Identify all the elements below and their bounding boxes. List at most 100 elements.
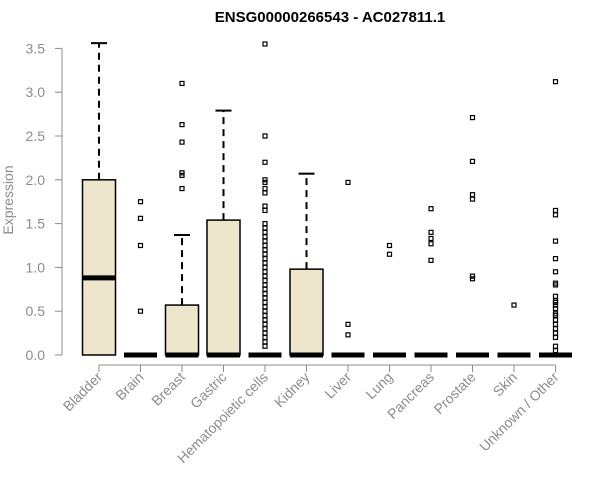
box-body — [289, 268, 324, 356]
box-6 — [331, 179, 365, 358]
outlier-point — [552, 348, 559, 354]
outlier-point — [137, 308, 144, 314]
chart-title: ENSG00000266543 - AC027811.1 — [215, 9, 445, 26]
x-tick-label: Skin — [490, 369, 521, 400]
outlier-point — [262, 304, 268, 310]
box-4 — [248, 41, 282, 358]
outlier-point — [469, 196, 476, 202]
outlier-point — [552, 269, 559, 275]
box-7 — [373, 242, 406, 358]
outlier-point — [262, 251, 268, 257]
box-body — [81, 179, 117, 356]
box-5 — [289, 172, 324, 358]
x-tick-label: Brain — [112, 369, 146, 403]
box-0 — [81, 42, 117, 356]
outlier-point — [428, 206, 434, 212]
outlier-point — [262, 269, 268, 275]
outlier-point — [179, 80, 185, 87]
outlier-point — [262, 41, 268, 47]
outlier-point — [552, 293, 559, 299]
outlier-point — [262, 343, 268, 349]
outlier-point — [262, 225, 268, 231]
outlier-point — [428, 241, 434, 247]
outlier-point — [179, 139, 185, 145]
outlier-point — [262, 321, 268, 327]
outlier-point — [469, 158, 476, 165]
outlier-point — [386, 251, 393, 257]
y-tick-label: 0.5 — [26, 303, 46, 319]
outlier-point — [469, 192, 476, 198]
y-tick-label: 3.5 — [26, 40, 46, 56]
outlier-point — [262, 190, 268, 196]
outlier-point — [552, 305, 559, 312]
outlier-point — [469, 273, 476, 279]
y-tick-label: 2.0 — [26, 172, 46, 188]
outlier-point — [262, 273, 268, 279]
outlier-point — [179, 172, 185, 179]
outlier-point — [262, 330, 268, 336]
box-11 — [539, 79, 572, 358]
outlier-point — [262, 286, 268, 292]
outlier-point — [345, 332, 351, 338]
outlier-point — [511, 302, 517, 308]
outlier-point — [137, 242, 144, 249]
outlier-point — [552, 321, 559, 327]
x-tick-label: Liver — [321, 369, 354, 402]
outlier-point — [262, 203, 268, 209]
outlier-point — [262, 229, 268, 235]
outlier-point — [428, 229, 434, 235]
outlier-point — [552, 79, 559, 85]
outlier-point — [552, 317, 559, 323]
outlier-point — [428, 257, 434, 263]
outlier-point — [179, 185, 185, 192]
box-2 — [164, 80, 200, 358]
outlier-point — [552, 330, 559, 336]
x-tick-label: Prostate — [430, 369, 478, 417]
box-10 — [497, 302, 531, 358]
y-tick-label: 3.0 — [26, 84, 46, 100]
outlier-point — [262, 256, 268, 262]
outlier-point — [262, 334, 268, 341]
outlier-point — [386, 242, 393, 249]
outlier-point — [469, 276, 476, 282]
y-tick-label: 1.0 — [26, 259, 46, 275]
outlier-point — [552, 238, 559, 244]
outlier-point — [262, 177, 268, 183]
box-9 — [456, 115, 489, 358]
outlier-point — [262, 339, 268, 345]
outlier-point — [262, 308, 268, 314]
outlier-point — [552, 282, 559, 288]
box-body — [206, 219, 241, 356]
y-tick-label: 2.5 — [26, 128, 46, 144]
y-tick-label: 1.5 — [26, 216, 46, 232]
outlier-point — [262, 207, 268, 214]
outlier-point — [262, 264, 268, 270]
outlier-point — [137, 215, 144, 221]
y-axis-label: Expression — [0, 165, 16, 234]
outlier-point — [262, 234, 268, 240]
box-3 — [206, 109, 241, 358]
x-tick-label: Kidney — [271, 369, 313, 411]
outlier-point — [262, 312, 268, 319]
outlier-point — [262, 247, 268, 253]
x-tick-label: Unknown / Other — [476, 369, 562, 455]
box-body — [164, 304, 200, 356]
outlier-point — [262, 282, 268, 288]
outlier-point — [137, 199, 144, 205]
outlier-point — [262, 277, 268, 284]
outlier-point — [262, 295, 268, 301]
outlier-point — [262, 299, 268, 306]
outlier-point — [552, 256, 559, 262]
outlier-point — [262, 159, 268, 165]
outlier-point — [262, 260, 268, 266]
x-tick-label: Bladder — [60, 369, 106, 415]
outlier-point — [552, 212, 559, 218]
outlier-point — [262, 179, 268, 186]
x-tick-label: Breast — [148, 369, 188, 409]
x-tick-label: Lung — [362, 369, 395, 402]
outlier-point — [345, 179, 351, 186]
outlier-point — [552, 334, 559, 341]
outlier-point — [179, 122, 185, 128]
